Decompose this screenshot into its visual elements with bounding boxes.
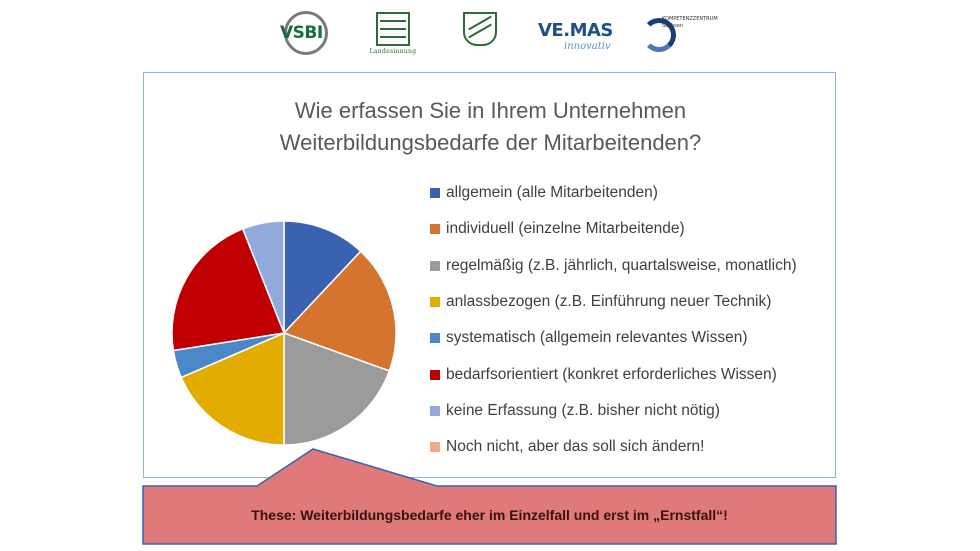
legend-swatch-3 bbox=[430, 296, 440, 307]
pie-slice-3 bbox=[180, 331, 285, 446]
legend-label-2: regelmäßig (z.B. jährlich, quartalsweise… bbox=[446, 256, 797, 274]
legend-label-4: systematisch (allgemein relevantes Wisse… bbox=[446, 329, 748, 347]
innung-logo: Landesinnung bbox=[368, 8, 418, 60]
legend-label-5: bedarfsorientiert (konkret erforderliche… bbox=[446, 365, 777, 383]
logo-strip: VSBI Landesinnung VE.MAS innovativ KOMPE… bbox=[0, 8, 980, 60]
saxony-crest-logo bbox=[455, 8, 505, 60]
kompetenzzentrum-logo-arc bbox=[642, 18, 676, 52]
legend-swatch-5 bbox=[430, 369, 440, 380]
pie-slice-1 bbox=[282, 250, 397, 372]
pie-slice-2 bbox=[283, 331, 391, 446]
legend-swatch-1 bbox=[430, 224, 440, 235]
chart-panel: Wie erfassen Sie in Ihrem Unternehmen We… bbox=[143, 72, 836, 478]
vemas-logo-text: VE.MAS bbox=[538, 20, 613, 41]
callout-outline bbox=[142, 448, 837, 545]
kompetenzzentrum-logo-text: KOMPETENZZENTRUM Sachsen bbox=[662, 16, 718, 29]
pie-slice-6 bbox=[241, 220, 285, 334]
pie-chart bbox=[171, 220, 397, 446]
chart-title: Wie erfassen Sie in Ihrem Unternehmen We… bbox=[144, 95, 837, 159]
legend-swatch-0 bbox=[430, 188, 440, 198]
legend-label-1: individuell (einzelne Mitarbeitende) bbox=[446, 220, 685, 238]
vemas-logo-subtext: innovativ bbox=[564, 41, 611, 52]
kompetenzzentrum-logo: KOMPETENZZENTRUM Sachsen bbox=[640, 8, 720, 60]
vsbi-logo-ring bbox=[284, 11, 328, 55]
innung-logo-caption: Landesinnung bbox=[369, 48, 417, 55]
legend-swatch-7 bbox=[430, 442, 440, 453]
legend-swatch-2 bbox=[430, 260, 440, 271]
thesis-text: These: Weiterbildungsbedarfe eher im Ein… bbox=[251, 507, 728, 523]
legend-label-3: anlassbezogen (z.B. Einführung neuer Tec… bbox=[446, 292, 772, 310]
vsbi-logo: VSBI bbox=[278, 8, 338, 60]
legend-swatch-4 bbox=[430, 333, 440, 344]
pie-slice-5 bbox=[171, 227, 286, 352]
legend-label-7: Noch nicht, aber das soll sich ändern! bbox=[446, 438, 705, 456]
pie-slice-0 bbox=[283, 220, 362, 335]
legend-swatch-6 bbox=[430, 405, 440, 416]
vemas-logo: VE.MAS innovativ bbox=[534, 8, 614, 60]
legend-label-6: keine Erfassung (z.B. bisher nicht nötig… bbox=[446, 401, 720, 419]
chart-title-line-2: Weiterbildungsbedarfe der Mitarbeitenden… bbox=[279, 130, 702, 155]
vsbi-logo-text: VSBI bbox=[280, 23, 323, 43]
chart-title-line-1: Wie erfassen Sie in Ihrem Unternehmen bbox=[294, 98, 687, 123]
thesis-callout: These: Weiterbildungsbedarfe eher im Ein… bbox=[143, 486, 836, 544]
legend-label-0: allgemein (alle Mitarbeitenden) bbox=[446, 184, 658, 201]
